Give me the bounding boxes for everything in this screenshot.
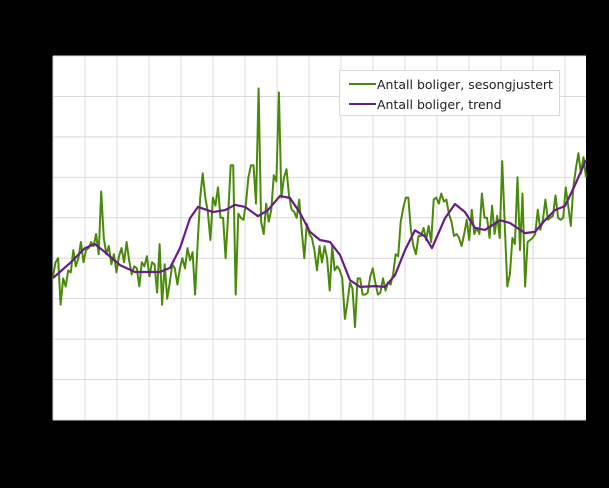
legend-swatch-purple — [349, 103, 376, 105]
plot-area — [53, 56, 586, 420]
legend-label: Antall boliger, sesongjustert — [377, 76, 553, 92]
legend-item-sesongjustert: Antall boliger, sesongjustert — [349, 74, 553, 94]
legend-swatch-green — [349, 83, 376, 85]
legend-item-trend: Antall boliger, trend — [349, 94, 502, 114]
legend: Antall boliger, sesongjustert Antall bol… — [339, 70, 560, 116]
series-trend-line — [52, 159, 588, 288]
legend-label: Antall boliger, trend — [377, 96, 502, 112]
gridlines — [52, 55, 586, 421]
series-sesongjustert-line — [52, 87, 587, 328]
